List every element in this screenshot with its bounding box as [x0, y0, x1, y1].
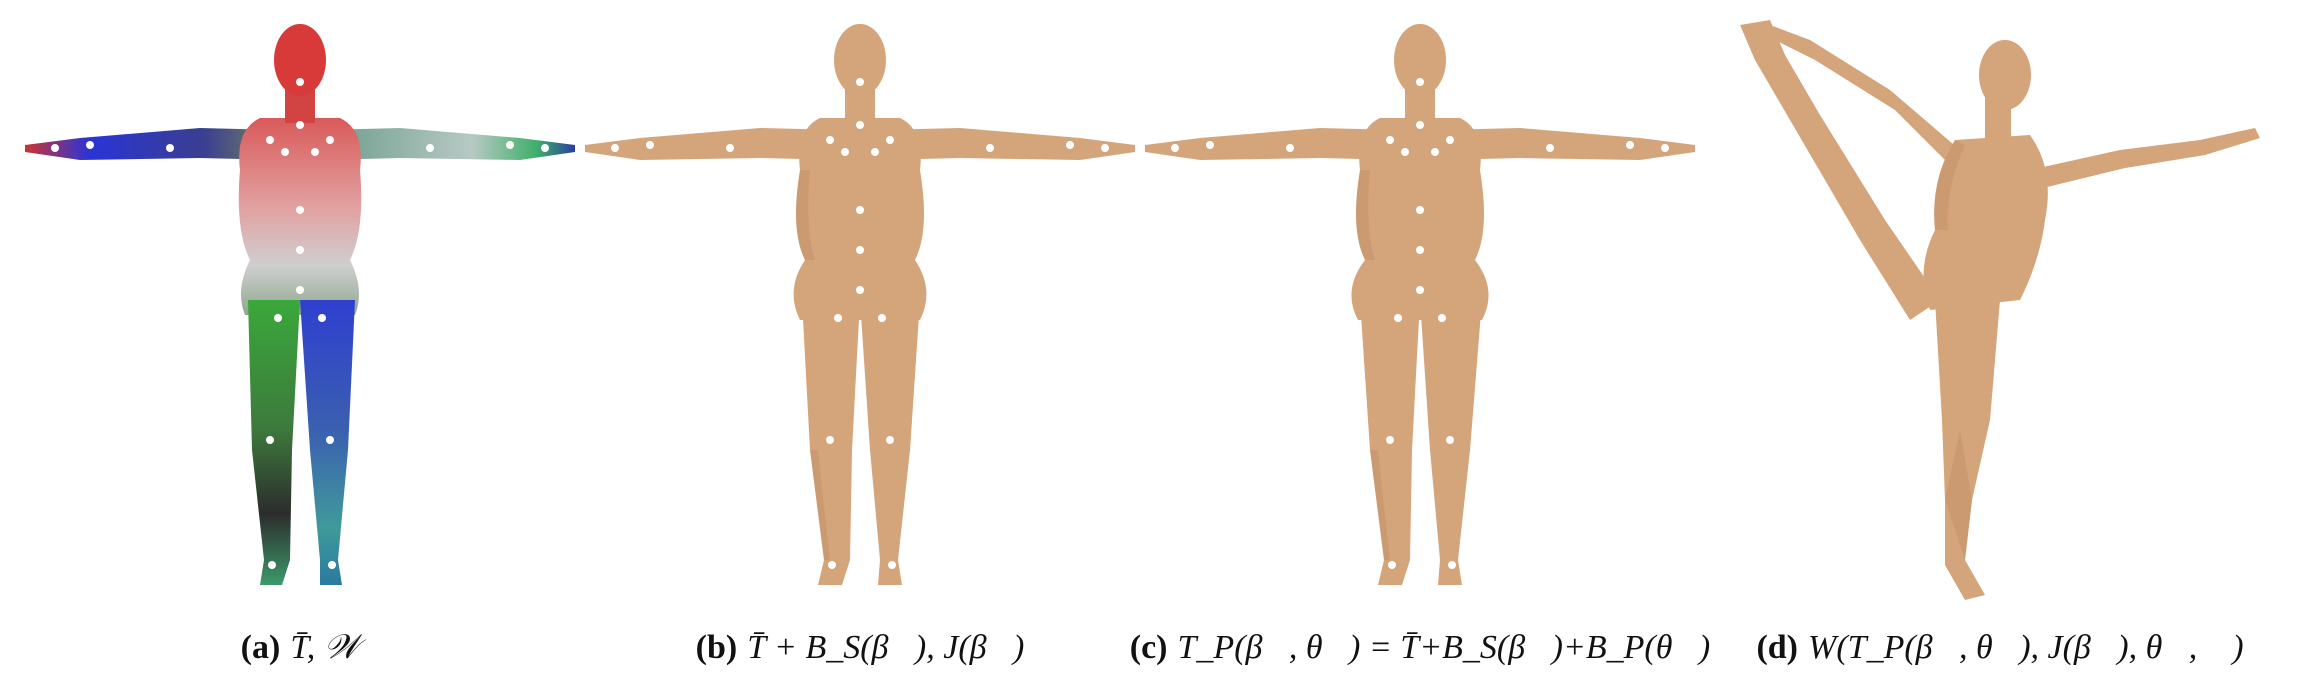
body-mesh-posed-image — [1740, 20, 2260, 600]
caption-a: (a) T̄, 𝒲 — [20, 618, 580, 678]
caption-b-math: T̄ + B_S(β⃗), J(β⃗) — [747, 629, 1025, 666]
caption-c: (c) T_P(β⃗, θ⃗) = T̄+B_S(β⃗)+B_P(θ⃗) — [1120, 618, 1720, 678]
caption-b: (b) T̄ + B_S(β⃗), J(β⃗) — [580, 618, 1140, 678]
body-mesh-weights-image — [25, 24, 575, 585]
caption-d-label: (d) — [1756, 629, 1799, 666]
panel-a: (a) T̄, 𝒲 — [20, 0, 580, 696]
panel-c: (c) T_P(β⃗, θ⃗) = T̄+B_S(β⃗)+B_P(θ⃗) — [1130, 0, 1710, 696]
caption-d-math: W(T_P(β⃗, θ⃗), J(β⃗), θ⃗, 𝒲) — [1808, 629, 2244, 666]
caption-a-label: (a) — [240, 629, 281, 666]
body-mesh-posed-blend-image — [1145, 24, 1695, 585]
joint-markers — [611, 78, 1109, 569]
caption-a-math: T̄, 𝒲 — [290, 629, 360, 666]
caption-d: (d) W(T_P(β⃗, θ⃗), J(β⃗), θ⃗, 𝒲) — [1700, 618, 2300, 678]
caption-c-math: T_P(β⃗, θ⃗) = T̄+B_S(β⃗)+B_P(θ⃗) — [1177, 629, 1711, 666]
joint-markers — [51, 78, 549, 569]
panel-d: (d) W(T_P(β⃗, θ⃗), J(β⃗), θ⃗, 𝒲) — [1700, 0, 2300, 696]
panel-b: (b) T̄ + B_S(β⃗), J(β⃗) — [580, 0, 1140, 696]
caption-c-label: (c) — [1129, 629, 1168, 666]
caption-b-label: (b) — [695, 629, 738, 666]
body-mesh-shape-image — [585, 24, 1135, 585]
joint-markers — [1171, 78, 1669, 569]
